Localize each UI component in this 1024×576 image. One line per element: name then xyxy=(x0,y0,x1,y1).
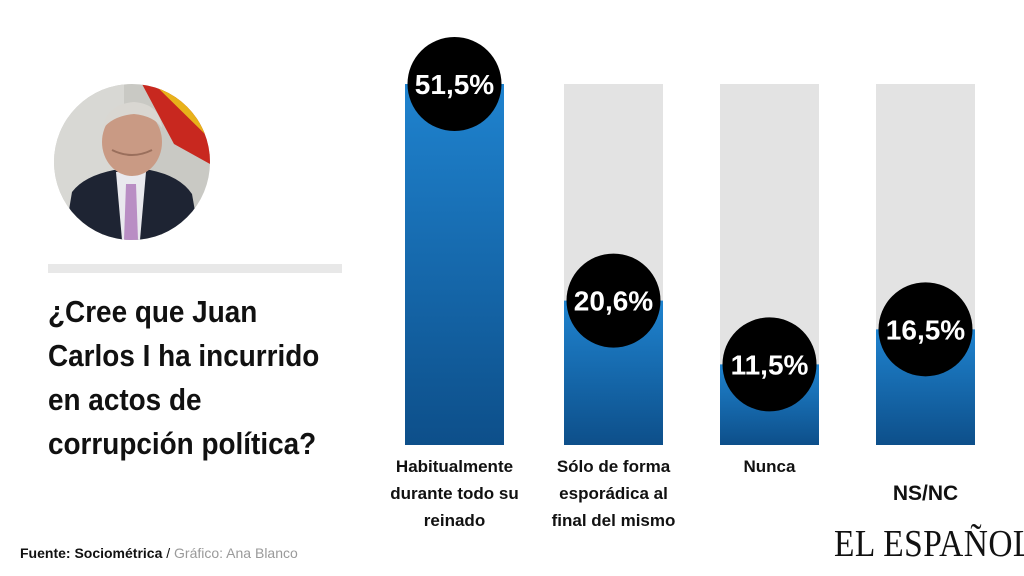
source-label: Fuente: Sociométrica xyxy=(20,545,163,561)
category-label: Nunca xyxy=(744,457,797,476)
chart-author: Gráfico: Ana Blanco xyxy=(174,545,298,561)
title-divider xyxy=(48,264,342,273)
value-badge xyxy=(566,253,661,348)
value-label: 51,5% xyxy=(415,69,494,100)
category-label: Habitualmente durante todo su reinado xyxy=(390,457,518,530)
category-label: NS/NC xyxy=(893,482,958,505)
bar xyxy=(405,84,504,445)
value-label: 11,5% xyxy=(731,349,809,380)
value-badge xyxy=(722,317,817,412)
portrait-photo xyxy=(54,84,210,240)
value-label: 16,5% xyxy=(886,314,965,345)
value-badge xyxy=(407,37,502,131)
value-label: 20,6% xyxy=(574,286,653,317)
source-separator: / xyxy=(162,545,175,561)
brand-logo: EL ESPAÑOL xyxy=(834,523,1024,565)
source-credit: Fuente: Sociométrica / Gráfico: Ana Blan… xyxy=(20,545,298,561)
category-label: Sólo de forma esporádica al final del mism… xyxy=(552,457,676,530)
survey-question: ¿Cree que Juan Carlos I ha incurrido en … xyxy=(48,294,320,461)
value-badge xyxy=(878,282,973,377)
portrait-illustration xyxy=(54,84,210,240)
